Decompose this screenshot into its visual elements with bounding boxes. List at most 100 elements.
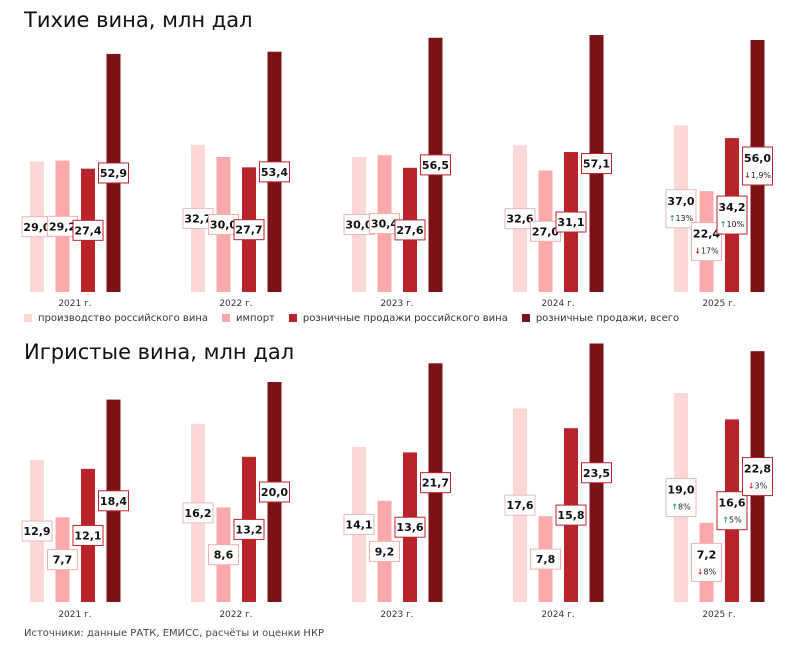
data-label: 19,0 ↑8% <box>665 478 697 517</box>
data-label: 37,0 ↑13% <box>665 189 697 229</box>
data-label: 21,7 <box>420 472 451 494</box>
data-label: 7,7 <box>47 549 78 571</box>
legend-label: розничные продажи российского вина <box>302 313 508 324</box>
data-label-box <box>581 153 612 175</box>
change-value: 8% <box>704 567 717 576</box>
data-label: 14,1 <box>343 513 375 535</box>
data-label-text: 30,0 <box>210 219 237 232</box>
data-label: 56,5 <box>420 154 451 176</box>
legend-label: импорт <box>236 313 275 324</box>
year-tick-label: 2022 г. <box>219 299 252 309</box>
change-label: ↑8% <box>671 503 691 512</box>
change-value: 3% <box>755 482 768 491</box>
data-label: 30,0 <box>208 214 239 235</box>
data-label: 56,0 ↓1,9% <box>742 146 773 186</box>
data-label-text: 16,2 <box>184 507 211 520</box>
data-label-text: 12,9 <box>23 525 50 538</box>
data-label: 17,6 <box>504 494 536 516</box>
data-label-text: 30,0 <box>345 219 372 232</box>
data-label-text: 9,2 <box>375 545 395 558</box>
data-label: 32,7 <box>182 207 214 229</box>
year-tick-label: 2023 г. <box>380 299 413 309</box>
arrow-up-icon: ↑ <box>722 516 729 525</box>
data-label-box <box>182 502 214 524</box>
change-label: ↓8% <box>697 567 717 576</box>
data-label: 12,1 <box>72 524 104 546</box>
year-tick-label: 2022 г. <box>219 610 252 620</box>
data-label-box <box>259 161 290 183</box>
chart-title-sparkling: Игристые вина, млн дал <box>24 340 295 364</box>
data-label-box <box>555 211 587 233</box>
data-label-box <box>665 189 697 229</box>
data-label-box <box>47 549 78 571</box>
data-label-box <box>420 472 451 494</box>
data-label-box <box>259 481 290 503</box>
legend-item: розничные продажи российского вина <box>288 313 508 324</box>
arrow-down-icon: ↓ <box>744 171 751 180</box>
data-label-text: 23,5 <box>583 467 610 480</box>
data-label-text: 56,0 <box>744 152 771 165</box>
data-label-box <box>208 544 239 566</box>
data-label: 7,2 ↓8% <box>691 542 722 582</box>
data-label-text: 14,1 <box>345 518 372 531</box>
data-label-box <box>21 520 53 542</box>
legend-item: розничные продажи, всего <box>521 313 680 324</box>
source-note: Источники: данные РАТК, ЕМИСС, расчёты и… <box>24 628 325 639</box>
data-label-text: 52,9 <box>100 167 127 180</box>
data-label: 53,4 <box>259 161 290 183</box>
data-label-text: 12,1 <box>74 529 101 542</box>
data-label-text: 29,2 <box>49 220 76 233</box>
data-label-box <box>343 513 375 535</box>
change-value: 1,9% <box>751 171 772 180</box>
change-label: ↓1,9% <box>744 171 771 180</box>
data-label-text: 7,2 <box>697 548 717 561</box>
chart-title-still: Тихие вина, млн дал <box>24 8 253 32</box>
data-label-box <box>233 518 265 540</box>
data-label-text: 29,0 <box>23 221 50 234</box>
data-label-text: 7,8 <box>536 553 556 566</box>
legend: производство российского вина импорт роз… <box>24 313 679 324</box>
data-label-text: 31,1 <box>557 216 584 229</box>
data-label-text: 27,4 <box>74 224 101 237</box>
data-label-text: 32,7 <box>184 212 211 225</box>
data-label-text: 18,4 <box>100 495 127 508</box>
data-label-box <box>742 146 773 186</box>
change-label: ↑5% <box>722 516 742 525</box>
data-label-text: 19,0 <box>667 484 694 497</box>
legend-label: розничные продажи, всего <box>535 313 680 324</box>
legend-item: производство российского вина <box>24 313 208 324</box>
data-label-text: 32,6 <box>506 213 533 226</box>
data-label-text: 27,0 <box>532 225 559 238</box>
data-label: 13,2 <box>233 518 265 540</box>
data-label-box <box>394 516 426 538</box>
data-label-box <box>504 208 536 230</box>
data-label-box <box>233 219 265 241</box>
legend-swatch <box>521 314 530 322</box>
year-tick-label: 2025 г. <box>702 610 735 620</box>
data-label: 22,8 ↓3% <box>742 457 773 497</box>
legend-swatch <box>288 314 297 322</box>
change-value: 17% <box>701 247 719 256</box>
data-label-box <box>98 490 129 512</box>
data-label: 27,0 <box>530 220 561 242</box>
data-label-text: 15,8 <box>557 509 584 522</box>
data-label: 34,2 ↑10% <box>716 195 748 235</box>
data-label-text: 22,8 <box>744 463 771 476</box>
data-label-text: 8,6 <box>214 549 234 562</box>
data-label-text: 13,6 <box>396 521 423 534</box>
data-label: 52,9 <box>98 162 129 184</box>
arrow-down-icon: ↓ <box>694 247 701 256</box>
change-value: 8% <box>678 503 691 512</box>
change-value: 10% <box>726 220 744 229</box>
legend-label: производство российского вина <box>38 313 208 324</box>
data-label-box <box>691 542 722 582</box>
year-tick-label: 2023 г. <box>380 610 413 620</box>
arrow-up-icon: ↑ <box>720 220 727 229</box>
year-tick-label: 2021 г. <box>58 610 91 620</box>
data-label-box <box>742 457 773 497</box>
data-label-box <box>530 548 561 570</box>
change-label: ↓17% <box>694 247 719 256</box>
data-label-box <box>72 219 104 241</box>
data-label-text: 22,4 <box>693 228 720 241</box>
